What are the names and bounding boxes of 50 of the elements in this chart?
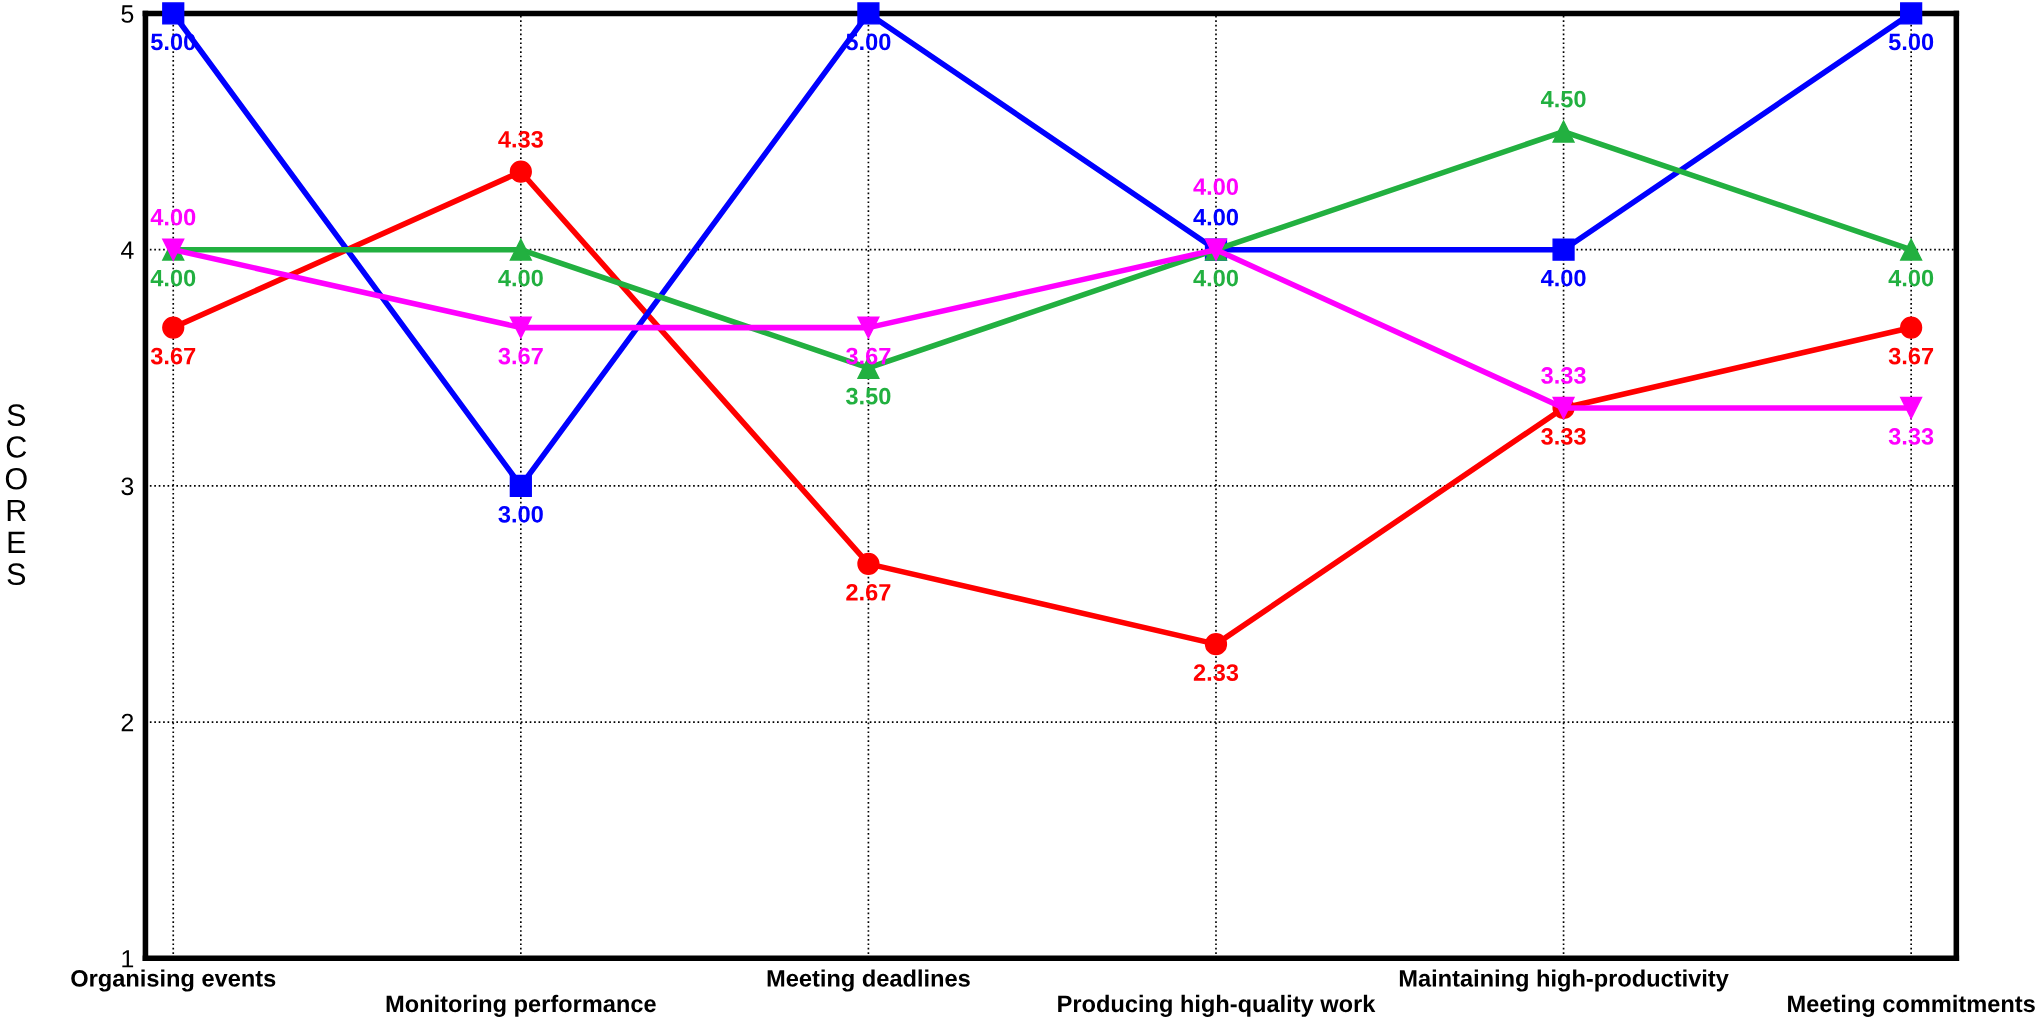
x-tick-label: Organising events (71, 969, 276, 992)
data-label: 3.00 (498, 505, 543, 523)
point (509, 238, 532, 261)
x-tick-label: Monitoring performance (386, 994, 656, 1017)
data-label: 2.67 (846, 583, 891, 601)
data-label: 3.33 (1541, 428, 1586, 445)
y-axis-title: SCORES (5, 404, 27, 585)
data-label: 3.67 (1888, 347, 1934, 365)
y-tick-label: 3 (121, 477, 134, 496)
point (1552, 238, 1575, 261)
point (162, 2, 185, 25)
point (1900, 238, 1923, 261)
data-label: 3.33 (1888, 428, 1934, 445)
point (162, 316, 185, 339)
data-label: 5.00 (1888, 33, 1934, 51)
point (1900, 396, 1923, 420)
data-label: 4.00 (1193, 208, 1238, 226)
point (509, 474, 532, 497)
point (509, 160, 532, 183)
y-tick-label: 5 (121, 5, 134, 23)
x-tick-label: Producing high-quality work (1058, 994, 1376, 1017)
data-label: 4.00 (1193, 178, 1238, 196)
point (1552, 120, 1575, 143)
data-label: 3.50 (845, 387, 891, 405)
data-label: 4.00 (1193, 269, 1238, 287)
y-tick-label: 1 (122, 950, 134, 968)
data-label: 4.00 (1888, 269, 1934, 287)
point (509, 316, 532, 339)
point (857, 552, 880, 575)
y-tick-label: 2 (121, 713, 134, 732)
data-label: 4.50 (1540, 90, 1586, 108)
data-label: 3.33 (1541, 367, 1586, 384)
point (1900, 2, 1923, 25)
data-label: 4.00 (150, 269, 196, 287)
data-label: 3.67 (498, 347, 543, 365)
x-tick-label: Meeting deadlines (767, 969, 970, 992)
data-label: 2.33 (1193, 664, 1239, 681)
data-label: 4.00 (150, 208, 196, 226)
point (857, 2, 880, 25)
data-label: 4.00 (1540, 269, 1586, 287)
point (1900, 316, 1923, 339)
point (857, 316, 880, 339)
data-label: 3.67 (845, 347, 891, 365)
x-tick-label: Maintaining high-productivity (1399, 969, 1729, 992)
y-tick-label: 4 (121, 241, 134, 259)
point (1204, 633, 1228, 656)
data-label: 3.67 (150, 347, 196, 365)
data-label: 4.33 (498, 130, 543, 148)
x-tick-label: Meeting commitments (1788, 994, 2035, 1017)
data-label: 4.00 (498, 269, 543, 287)
